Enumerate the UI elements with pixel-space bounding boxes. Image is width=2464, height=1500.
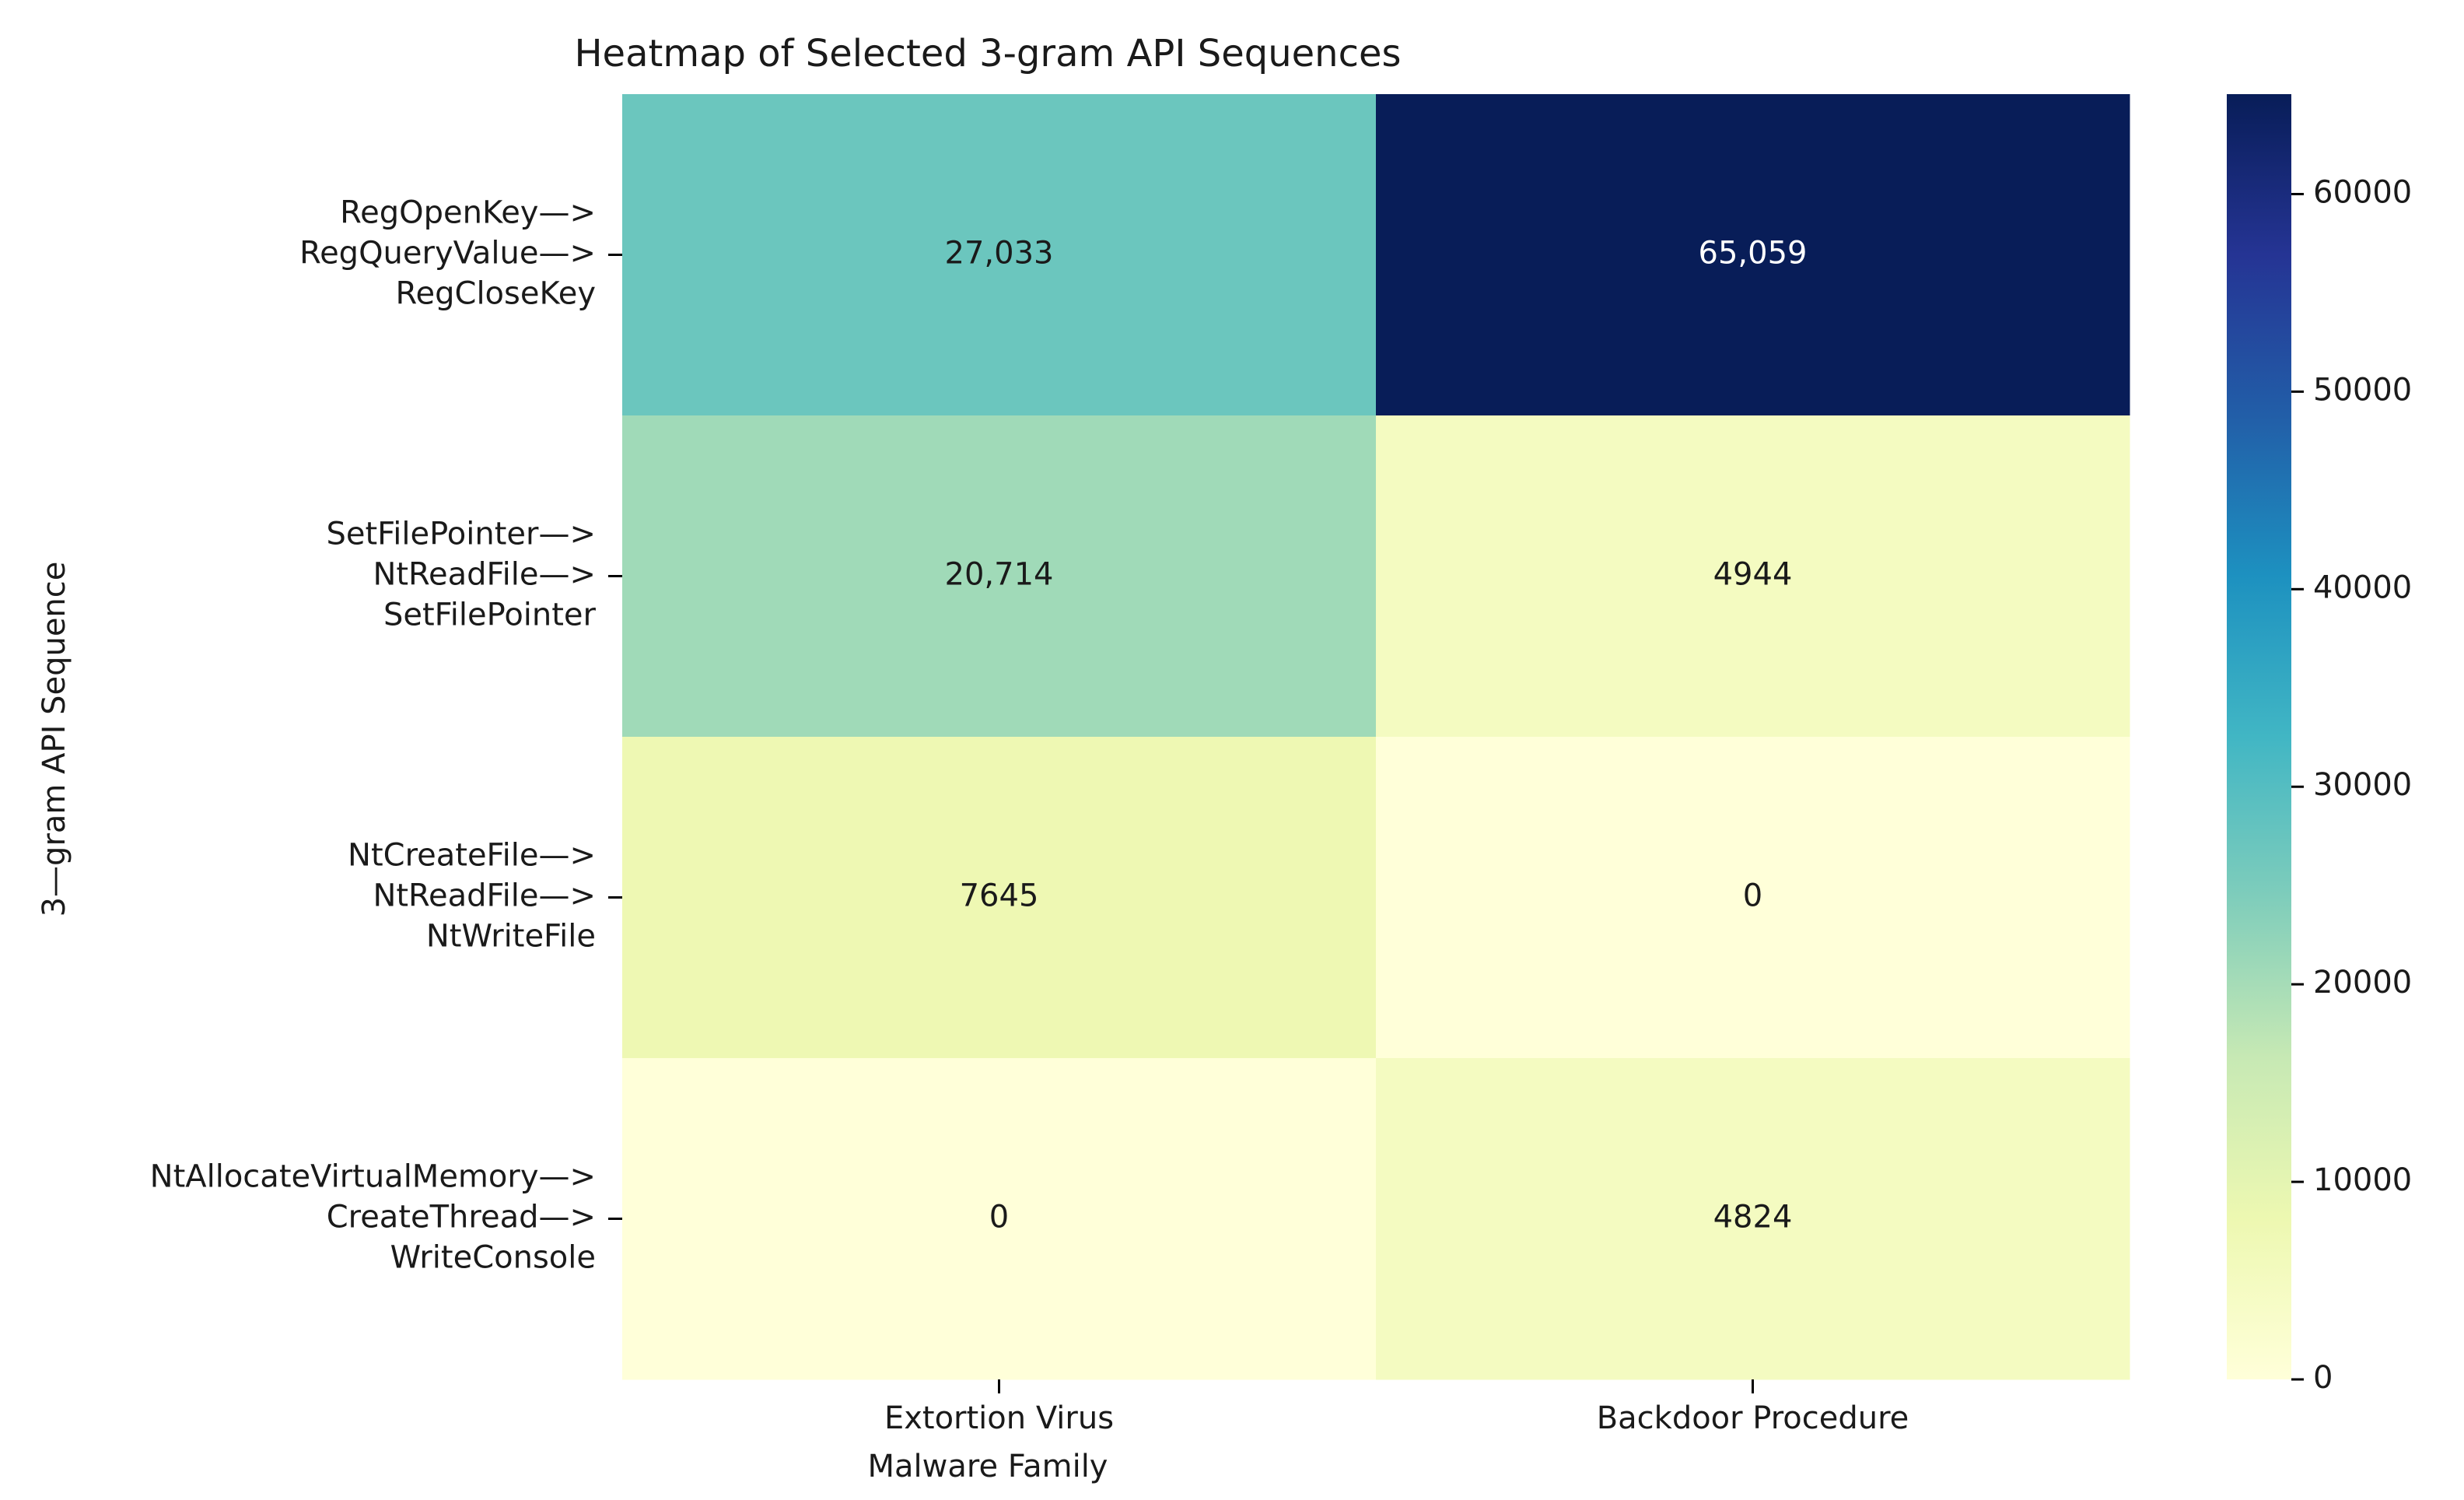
y-tick-label: SetFilePointer—> (326, 517, 596, 552)
cell-value-label: 20,714 (945, 557, 1054, 593)
y-tick-label: NtReadFile—> (373, 557, 596, 593)
heatmap-cell (1376, 94, 2130, 416)
y-tick-label: NtAllocateVirtualMemory—> (150, 1159, 596, 1195)
cell-value-label: 4824 (1713, 1200, 1793, 1235)
y-axis-label: 3—gram API Sequence (37, 562, 72, 917)
y-tick-label: RegQueryValue—> (299, 236, 596, 272)
colorbar-tick-label: 30000 (2313, 767, 2412, 803)
colorbar-tick-label: 20000 (2313, 965, 2412, 1001)
cell-value-label: 4944 (1713, 557, 1793, 593)
x-axis-label: Malware Family (868, 1449, 1108, 1484)
y-tick-label: NtReadFile—> (373, 878, 596, 914)
heatmap-cells: 27,033 65,059 20,714 4944 7645 0 0 4824 (622, 94, 2130, 1380)
colorbar-tick-label: 10000 (2313, 1162, 2412, 1198)
y-tick-label: SetFilePointer (383, 598, 597, 633)
y-tick-label: RegCloseKey (396, 276, 596, 312)
heatmap-cell (622, 94, 1377, 416)
colorbar-tick-label: 60000 (2313, 174, 2412, 210)
heatmap-cell (1376, 737, 2130, 1059)
cell-value-label: 7645 (960, 878, 1039, 914)
cell-value-label: 0 (1743, 878, 1762, 914)
colorbar-tick-label: 0 (2313, 1360, 2333, 1396)
heatmap-cell (622, 737, 1377, 1059)
colorbar-gradient (2227, 94, 2291, 1379)
cell-value-label: 65,059 (1699, 236, 1808, 272)
y-tick-label: RegOpenKey—> (340, 195, 596, 231)
cell-value-label: 27,033 (945, 236, 1054, 272)
y-tick-label: NtCreateFile—> (348, 838, 596, 874)
colorbar-tick-label: 50000 (2313, 372, 2412, 408)
y-tick-label: CreateThread—> (327, 1200, 596, 1235)
cell-value-label: 0 (989, 1200, 1009, 1235)
heatmap-cell (622, 1058, 1377, 1380)
chart-title: Heatmap of Selected 3-gram API Sequences (574, 32, 1401, 75)
x-tick-label: Extortion Virus (884, 1400, 1114, 1436)
heatmap-cell (1376, 415, 2130, 738)
heatmap-cell (622, 415, 1377, 738)
colorbar: 0 10000 20000 30000 40000 50000 60000 (2227, 94, 2412, 1396)
colorbar-tick-label: 40000 (2313, 570, 2412, 605)
x-tick-label: Backdoor Procedure (1597, 1400, 1909, 1436)
y-tick-label: NtWriteFile (426, 919, 596, 955)
heatmap-cell (1376, 1058, 2130, 1380)
axis-ticks: Extortion Virus Backdoor Procedure RegOpen… (150, 195, 1909, 1437)
y-tick-label: WriteConsole (390, 1240, 596, 1276)
